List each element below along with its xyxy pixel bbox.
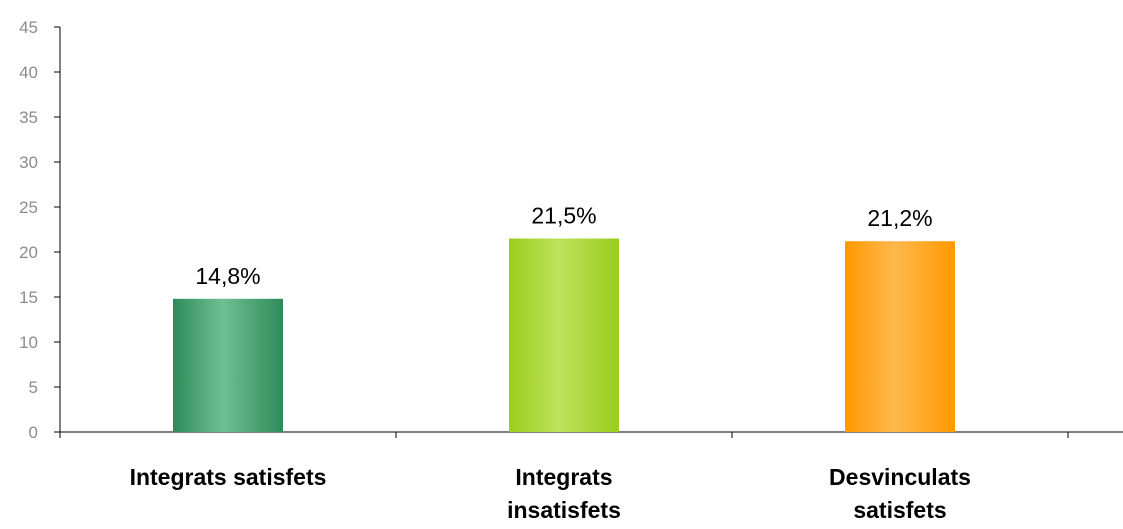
y-tick-label: 45 [19, 18, 38, 37]
y-axis-ticks: 0 5 10 15 20 25 30 35 40 45 [19, 18, 60, 442]
y-tick-label: 30 [19, 153, 38, 172]
y-tick-label: 10 [19, 333, 38, 352]
bar [509, 238, 619, 432]
data-label: 14,8% [195, 263, 260, 289]
bars-group [173, 238, 955, 432]
x-category-label: Integrats satisfets [130, 464, 327, 490]
data-label: 21,5% [531, 203, 596, 229]
data-label: 21,2% [867, 205, 932, 231]
bar [845, 241, 955, 432]
y-tick-label: 5 [29, 378, 38, 397]
y-tick-label: 25 [19, 198, 38, 217]
bar [173, 298, 283, 432]
y-tick-label: 15 [19, 288, 38, 307]
y-tick-label: 0 [29, 423, 38, 442]
x-category-label: Integrats insatisfets [507, 464, 621, 523]
x-category-label: Desvinculats satisfets [829, 464, 971, 523]
x-axis-labels-group: Integrats satisfets Integrats insatisfets D… [130, 464, 971, 523]
y-tick-label: 40 [19, 63, 38, 82]
y-tick-label: 20 [19, 243, 38, 262]
data-labels-group: 14,8%21,5%21,2%42,5% [195, 203, 932, 289]
y-tick-label: 35 [19, 108, 38, 127]
